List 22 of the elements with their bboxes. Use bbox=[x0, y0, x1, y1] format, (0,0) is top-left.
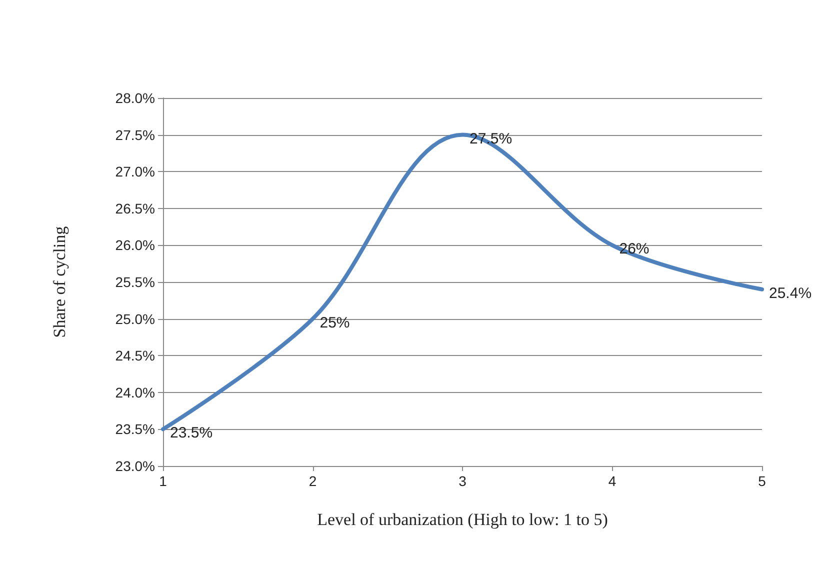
y-tick-label: 28.0% bbox=[115, 90, 155, 106]
y-tick-label: 23.5% bbox=[115, 421, 155, 438]
x-tick-label: 5 bbox=[758, 473, 766, 489]
y-axis-title: Share of cycling bbox=[50, 226, 69, 338]
y-tick-label: 24.0% bbox=[115, 384, 155, 400]
y-tick-label: 27.5% bbox=[115, 126, 155, 143]
y-tick-label: 25.0% bbox=[115, 310, 155, 327]
y-tick-label: 24.5% bbox=[115, 348, 155, 364]
x-tick-label: 3 bbox=[458, 473, 467, 489]
y-tick-label: 23.0% bbox=[115, 458, 155, 474]
data-label: 23.5% bbox=[170, 424, 213, 442]
y-tick-label: 25.5% bbox=[115, 274, 155, 290]
data-label: 25.4% bbox=[769, 284, 812, 302]
x-axis-title: Level of urbanization (High to low: 1 to 5) bbox=[317, 510, 608, 529]
y-tick-label: 27.0% bbox=[115, 164, 155, 180]
y-tick-label: 26.5% bbox=[115, 200, 155, 216]
data-label: 26% bbox=[619, 240, 650, 258]
y-tick-label: 26.0% bbox=[115, 237, 155, 254]
data-label: 25% bbox=[320, 314, 350, 332]
x-tick-label: 1 bbox=[159, 473, 168, 489]
x-tick-label: 4 bbox=[608, 473, 616, 489]
x-tick-label: 2 bbox=[308, 473, 317, 489]
